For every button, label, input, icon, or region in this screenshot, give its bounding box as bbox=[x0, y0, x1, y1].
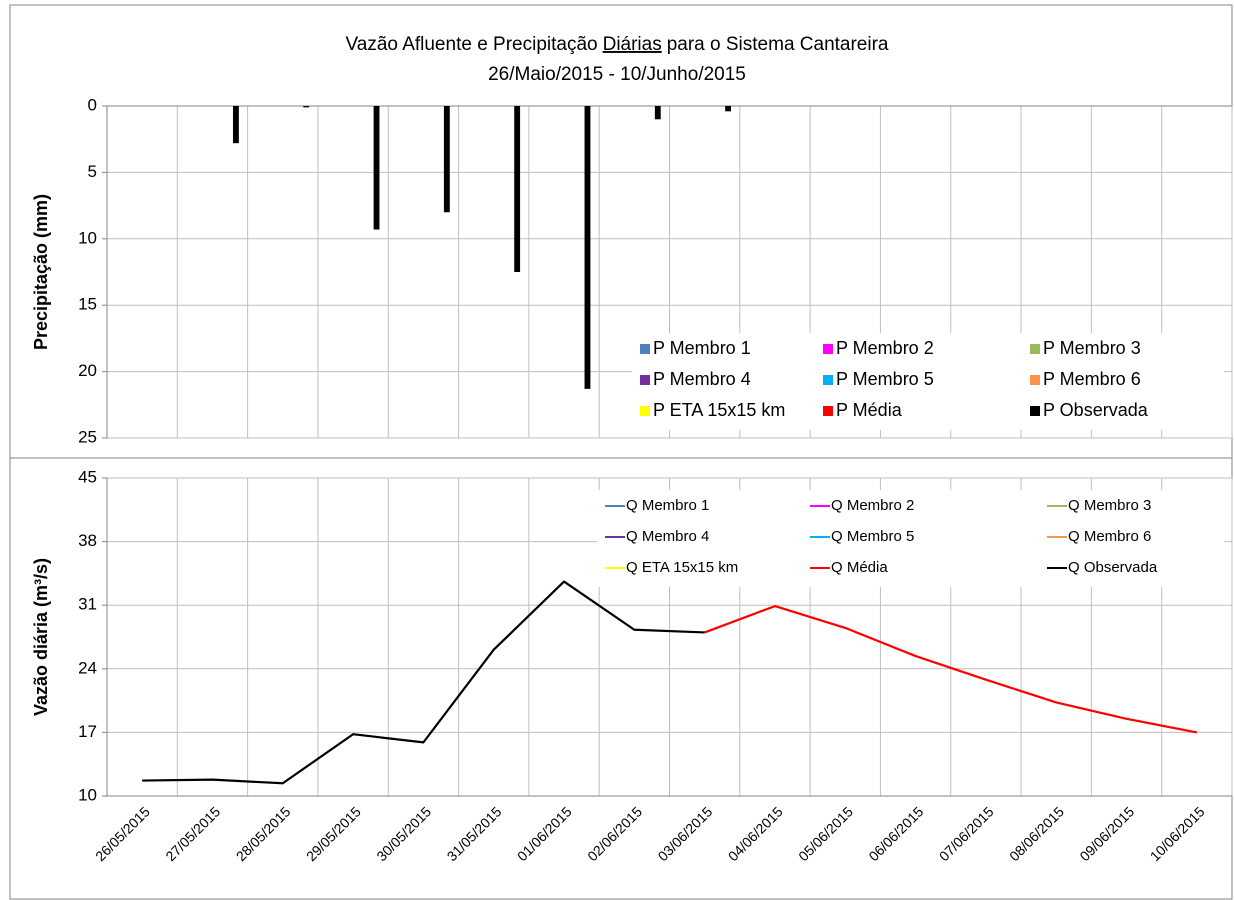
legend-swatch bbox=[640, 344, 650, 354]
legend-label: P Média bbox=[836, 400, 903, 420]
bar bbox=[232, 106, 239, 144]
y-axis-title: Precipitação (mm) bbox=[31, 194, 51, 350]
legend-box bbox=[597, 490, 1224, 587]
legend-label: P Observada bbox=[1043, 400, 1149, 420]
y-tick-label: 38 bbox=[78, 531, 97, 550]
bar bbox=[514, 106, 521, 272]
legend-label: Q Média bbox=[831, 559, 888, 576]
y-tick-label: 45 bbox=[78, 467, 97, 486]
legend-label: P Membro 4 bbox=[653, 369, 751, 389]
bar bbox=[443, 106, 450, 213]
legend-swatch bbox=[823, 344, 833, 354]
y-tick-label: 5 bbox=[88, 162, 97, 181]
y-tick-label: 17 bbox=[78, 722, 97, 741]
legend-swatch bbox=[640, 406, 650, 416]
bar bbox=[303, 106, 310, 108]
legend-swatch bbox=[823, 406, 833, 416]
legend-swatch bbox=[1030, 375, 1040, 385]
legend-box bbox=[632, 333, 1224, 430]
bar bbox=[654, 106, 661, 120]
y-tick-label: 10 bbox=[78, 228, 97, 247]
title-part: Vazão Afluente e Precipitação bbox=[346, 34, 598, 55]
legend-label: P Membro 2 bbox=[836, 338, 934, 358]
legend-label: Q Membro 5 bbox=[831, 528, 914, 545]
legend-label: P Membro 1 bbox=[653, 338, 751, 358]
legend-label: P Membro 5 bbox=[836, 369, 934, 389]
legend-label: P Membro 3 bbox=[1043, 338, 1141, 358]
y-tick-label: 15 bbox=[78, 295, 97, 314]
chart-subtitle: 26/Maio/2015 - 10/Junho/2015 bbox=[488, 64, 746, 85]
legend-swatch bbox=[1030, 406, 1040, 416]
legend-swatch bbox=[640, 375, 650, 385]
legend-label: Q Membro 6 bbox=[1068, 528, 1151, 545]
bar bbox=[373, 106, 380, 230]
y-tick-label: 25 bbox=[78, 427, 97, 446]
y-axis-title: Vazão diária (m³/s) bbox=[31, 558, 51, 716]
line-series bbox=[142, 580, 705, 785]
bar bbox=[725, 106, 732, 112]
legend-label: P ETA 15x15 km bbox=[653, 400, 785, 420]
y-tick-label: 24 bbox=[78, 658, 97, 677]
title-part: para o Sistema Cantareira bbox=[667, 34, 889, 55]
line-series bbox=[704, 605, 1198, 734]
legend-swatch bbox=[1030, 344, 1040, 354]
y-tick-label: 0 bbox=[88, 95, 97, 114]
title-part: Diárias bbox=[603, 34, 662, 55]
chart-title: Vazão Afluente e Precipitação Diárias para… bbox=[346, 34, 889, 55]
y-tick-label: 31 bbox=[78, 595, 97, 614]
chart-frame bbox=[9, 4, 1233, 900]
legend-label: Q Membro 4 bbox=[626, 528, 709, 545]
legend-label: Q ETA 15x15 km bbox=[626, 559, 738, 576]
legend-swatch bbox=[823, 375, 833, 385]
legend-label: Q Membro 1 bbox=[626, 497, 709, 514]
legend-label: Q Membro 3 bbox=[1068, 497, 1151, 514]
y-tick-label: 10 bbox=[78, 785, 97, 804]
legend-label: P Membro 6 bbox=[1043, 369, 1141, 389]
legend-label: Q Observada bbox=[1068, 559, 1158, 576]
y-tick-label: 20 bbox=[78, 361, 97, 380]
bar bbox=[584, 106, 591, 389]
legend-label: Q Membro 2 bbox=[831, 497, 914, 514]
